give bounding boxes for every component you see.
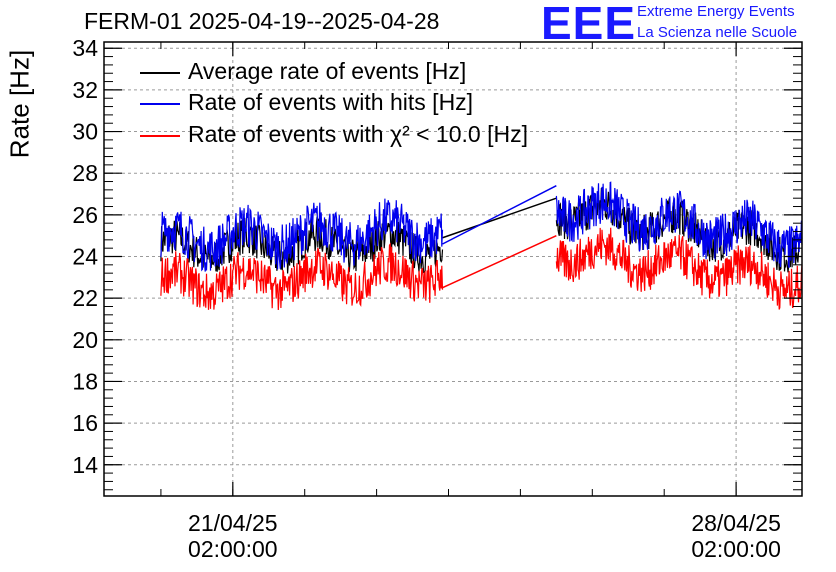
axis-ticks	[104, 42, 802, 496]
series-lines	[160, 181, 803, 311]
eee-logo: EEE	[541, 0, 637, 49]
series-2	[160, 227, 803, 311]
x-tick-time-label: 02:00:00	[188, 536, 278, 562]
y-tick-label: 20	[72, 327, 98, 353]
y-tick-label: 18	[72, 368, 98, 394]
series-0-segment-0	[160, 216, 444, 274]
y-tick-label: 30	[72, 119, 98, 145]
chart-title: FERM-01 2025-04-19--2025-04-28	[84, 8, 440, 34]
y-tick-label: 34	[72, 35, 98, 61]
y-tick-label: 26	[72, 202, 98, 228]
logo-line-2: La Scienza nelle Scuole	[637, 24, 798, 41]
tick-labels: 141618202224262830323421/04/2502:00:0028…	[72, 35, 780, 562]
plot-frame	[103, 41, 803, 497]
x-tick-time-label: 02:00:00	[691, 536, 781, 562]
series-2-segment-1	[555, 227, 803, 310]
legend-label-average: Average rate of events [Hz]	[188, 58, 467, 84]
y-tick-label: 22	[72, 285, 98, 311]
series-2-gap-line	[442, 234, 557, 289]
series-2-segment-0	[160, 242, 444, 311]
series-1-segment-1	[555, 181, 803, 268]
y-tick-label: 32	[72, 77, 98, 103]
series-1	[160, 181, 803, 272]
series-1-gap-line	[442, 185, 557, 245]
y-tick-label: 28	[72, 160, 98, 186]
legend-swatch-hits	[140, 103, 180, 105]
series-1-segment-0	[160, 198, 444, 272]
legend-swatch-average	[140, 72, 180, 74]
x-tick-date-label: 28/04/25	[691, 510, 781, 536]
y-tick-label: 14	[72, 452, 98, 478]
y-tick-label: 16	[72, 410, 98, 436]
legend-label-hits: Rate of events with hits [Hz]	[188, 89, 474, 115]
series-0-gap-line	[442, 197, 557, 239]
legend-label-chi2: Rate of events with χ² < 10.0 [Hz]	[188, 121, 528, 147]
grid-lines	[104, 42, 802, 496]
legend-swatch-chi2	[140, 135, 180, 137]
logo-line-1: Extreme Energy Events	[637, 3, 795, 20]
x-tick-date-label: 21/04/25	[188, 510, 278, 536]
y-tick-label: 24	[72, 244, 98, 270]
y-axis-label-text: Rate [Hz]	[4, 49, 35, 159]
